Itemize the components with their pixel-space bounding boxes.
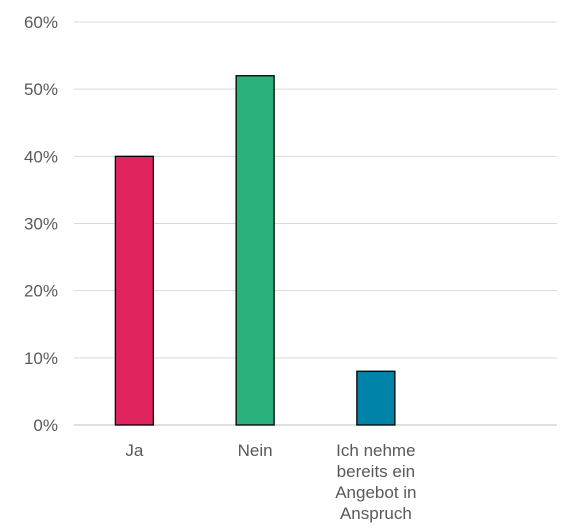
y-tick-label: 0%: [33, 416, 58, 435]
x-category-label: Nein: [238, 441, 273, 460]
y-tick-label: 40%: [24, 147, 58, 166]
bars: [114, 75, 396, 426]
y-tick-label: 60%: [24, 13, 58, 32]
x-axis-category-labels: Ja Nein Ich nehme bereits ein Angebot in Ansp…: [125, 441, 416, 523]
y-tick-label: 30%: [24, 215, 58, 234]
y-axis-tick-labels: 0% 10% 20% 30% 40% 50% 60%: [24, 13, 58, 435]
y-tick-label: 50%: [24, 80, 58, 99]
bar-3: [356, 370, 396, 426]
y-tick-label: 10%: [24, 349, 58, 368]
y-tick-label: 20%: [24, 282, 58, 301]
gridlines: [74, 21, 557, 426]
x-category-label: Ja: [125, 441, 144, 460]
bar-2: [235, 75, 275, 426]
x-category-label: Ich nehme bereits ein Angebot in Anspruch: [335, 441, 416, 523]
bar-1: [114, 155, 155, 426]
